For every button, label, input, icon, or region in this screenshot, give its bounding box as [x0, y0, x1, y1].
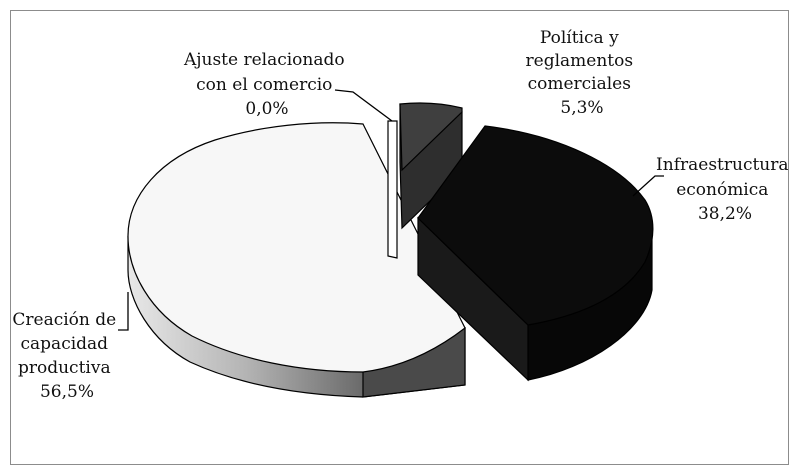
- label-ajuste-line2: con el comercio: [196, 75, 332, 95]
- label-politica: Política y reglamentos comerciales 5,3%: [526, 28, 639, 118]
- label-infraestructura-value: 38,2%: [698, 204, 752, 224]
- label-creacion-line1: Creación de: [12, 310, 116, 330]
- label-ajuste-value: 0,0%: [245, 99, 288, 119]
- label-politica-value: 5,3%: [560, 98, 603, 118]
- slice-ajuste-face: [388, 121, 397, 258]
- label-infraestructura-line1: Infraestructura: [656, 155, 788, 175]
- label-politica-line2: reglamentos: [526, 51, 634, 71]
- label-creacion-line3: productiva: [18, 358, 111, 378]
- label-creacion: Creación de capacidad productiva 56,5%: [12, 310, 121, 402]
- label-politica-line3: comerciales: [528, 74, 631, 94]
- label-politica-line1: Política y: [540, 28, 619, 48]
- label-ajuste: Ajuste relacionado con el comercio 0,0%: [183, 50, 350, 119]
- slice-ajuste-relacionado: [388, 121, 397, 258]
- leader-line-ajuste: [335, 90, 392, 121]
- label-creacion-value: 56,5%: [40, 382, 94, 402]
- label-ajuste-line1: Ajuste relacionado: [183, 50, 345, 70]
- label-infraestructura: Infraestructura económica 38,2%: [656, 155, 794, 224]
- label-infraestructura-line2: económica: [676, 180, 768, 200]
- label-creacion-line2: capacidad: [21, 334, 109, 354]
